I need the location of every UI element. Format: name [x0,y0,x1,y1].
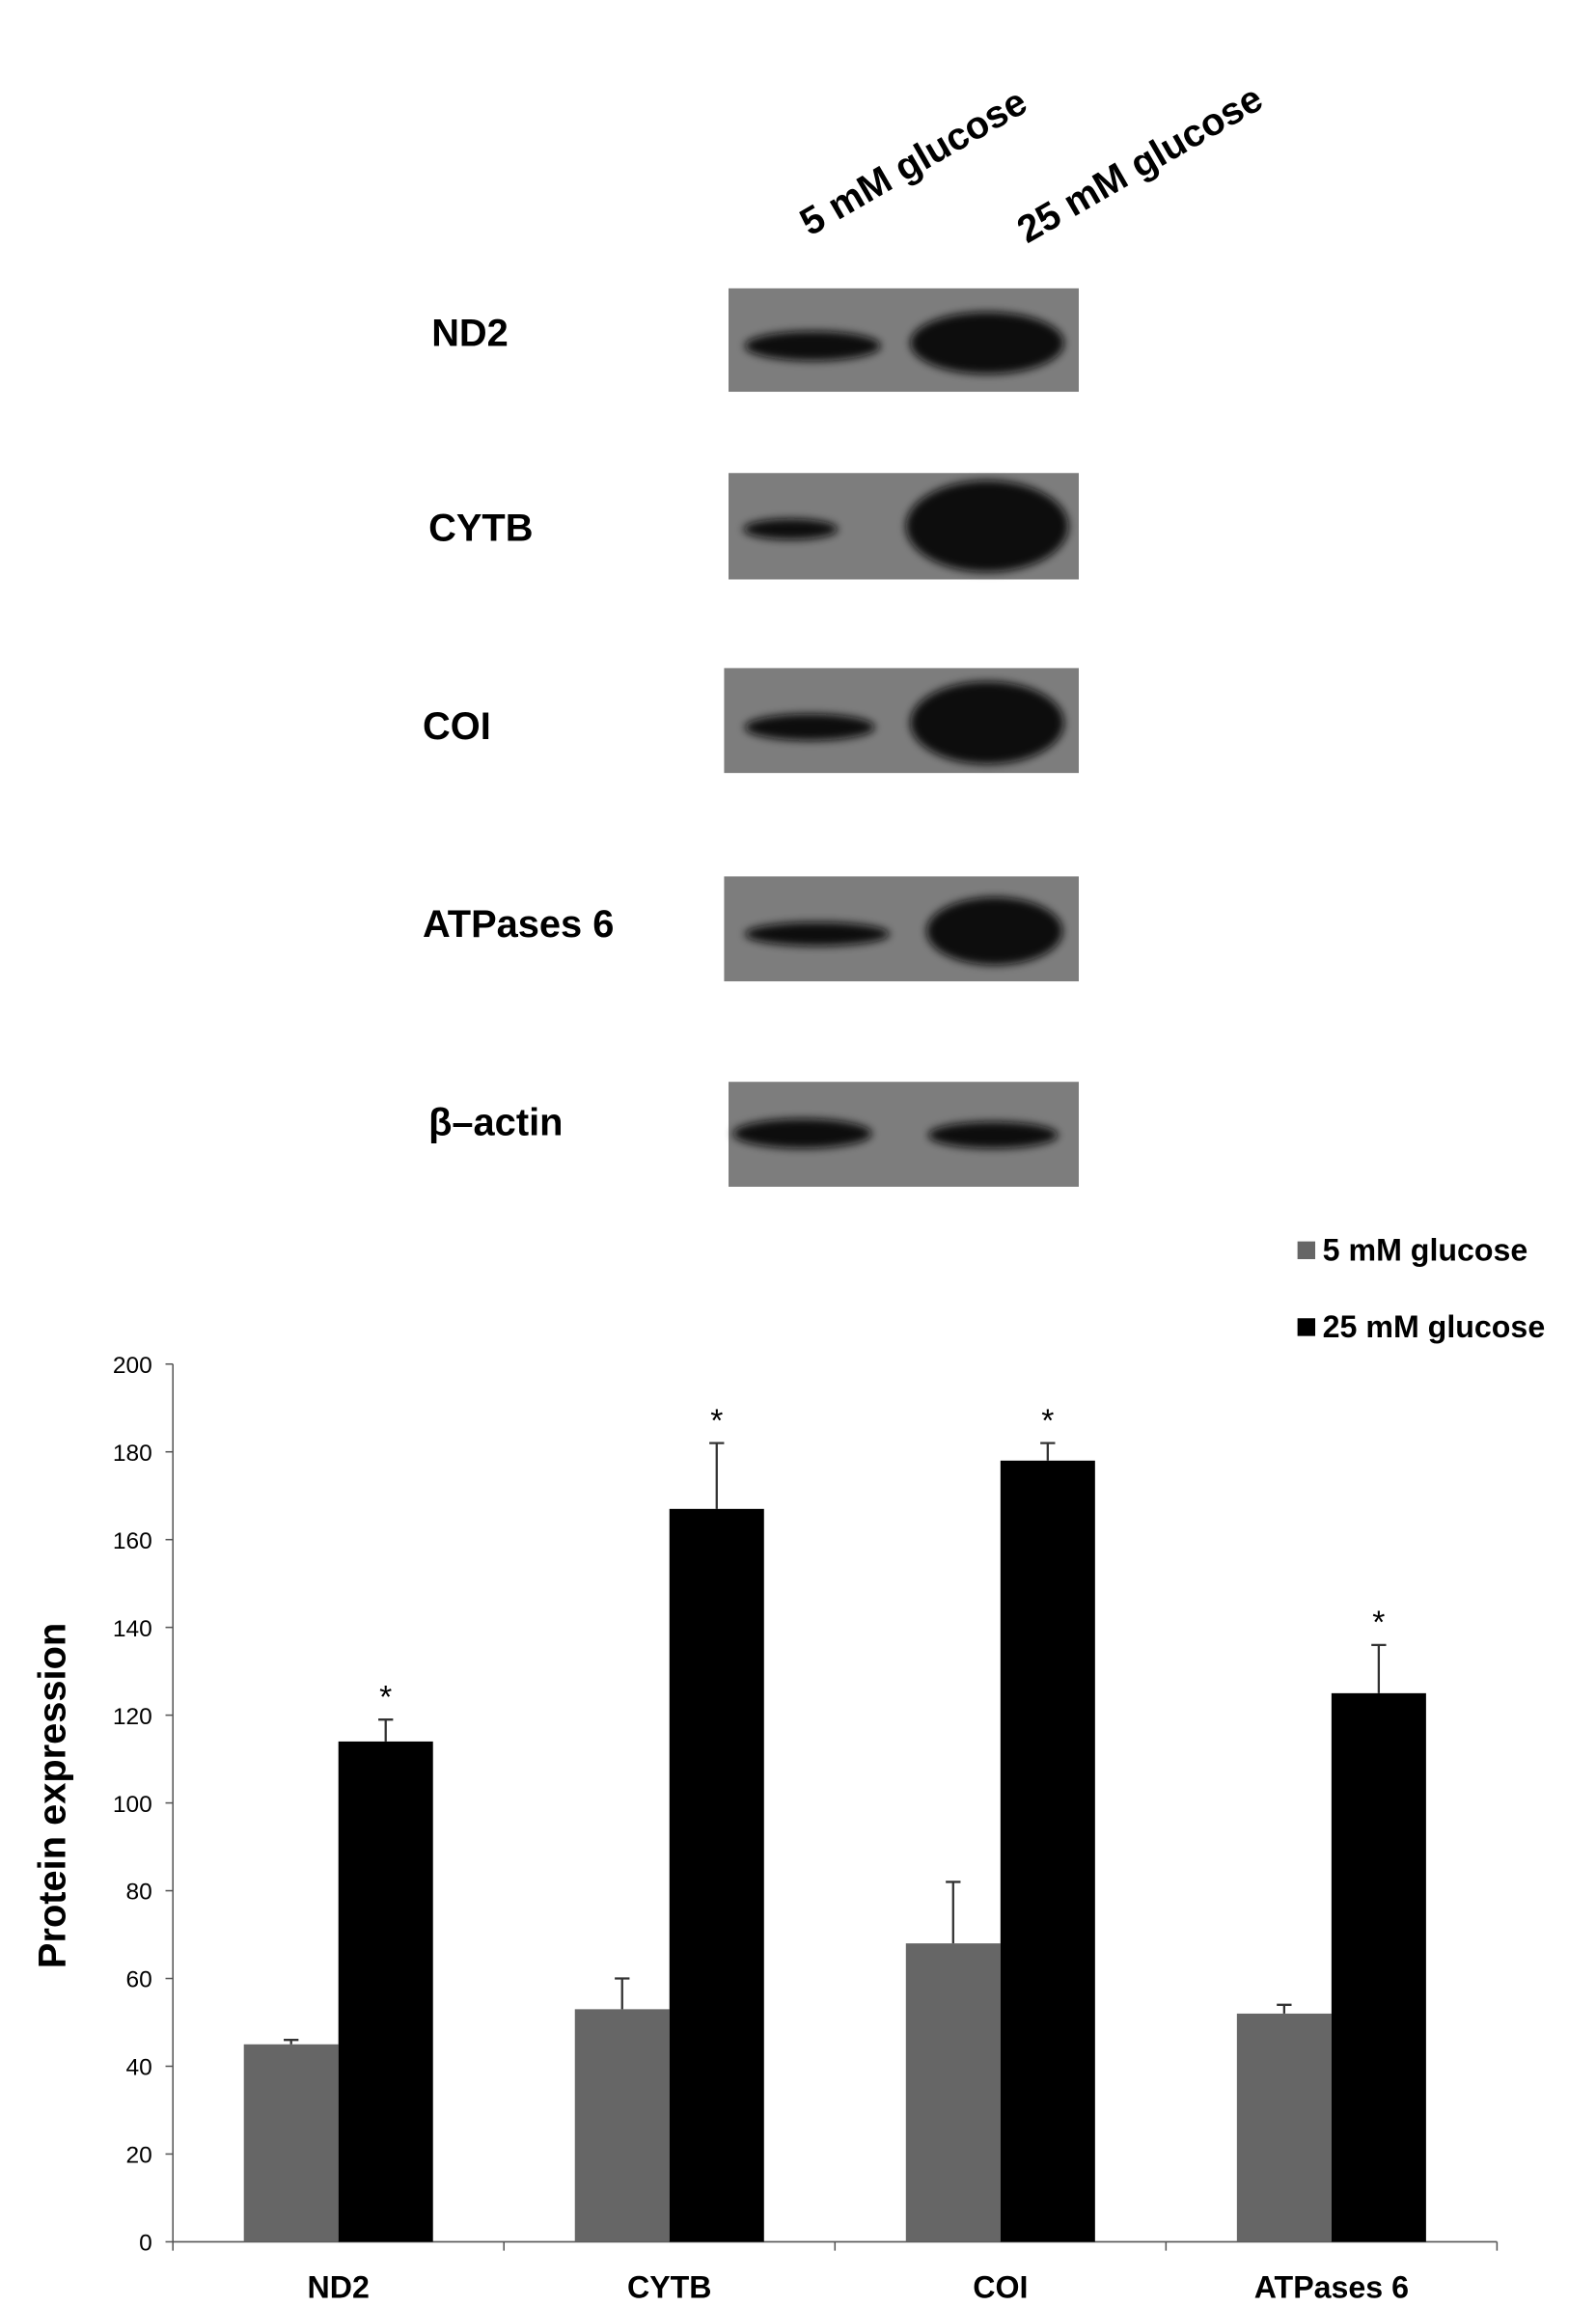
y-tick-label: 20 [125,2143,151,2169]
annotation: * [1041,1403,1054,1439]
y-tick-label: 100 [113,1792,152,1818]
lane-label: 25 mM glucose [1010,77,1270,252]
row-label: ATPases 6 [423,903,614,946]
y-tick-label: 200 [113,1353,152,1379]
legend-swatch [1297,1241,1316,1260]
x-tick-label: ND2 [308,2270,370,2305]
row-label: CYTB [428,508,533,550]
y-tick-label: 180 [113,1441,152,1467]
lane-label: 5 mM glucose [793,80,1034,244]
blot-strip [729,1082,1079,1187]
bar [243,2044,339,2242]
error-bar [1371,1643,1387,1693]
error-bar [615,1977,630,2010]
annotation: * [1372,1606,1385,1641]
error-bar [284,2039,299,2045]
row-label: β–actin [428,1101,563,1143]
error-bar [946,1881,961,1944]
blot-strip [724,876,1079,982]
bar [1331,1692,1426,2242]
y-tick-label: 80 [125,1880,151,1906]
bar [905,1943,1001,2242]
error-bar [709,1442,725,1509]
legend-label: 25 mM glucose [1323,1309,1546,1344]
row-label: ND2 [431,313,509,355]
y-tick-label: 40 [125,2055,151,2081]
x-tick-label: ATPases 6 [1254,2270,1409,2305]
y-tick-label: 160 [113,1528,152,1554]
annotation: * [710,1403,723,1439]
annotation: * [379,1680,392,1716]
bar [1236,2013,1332,2242]
bar [338,1741,433,2242]
error-bar [1277,2003,1292,2014]
blot-strip [724,668,1079,774]
bar [574,2009,670,2242]
error-bar [378,1718,394,1742]
y-tick-label: 140 [113,1616,152,1642]
error-bar [1040,1442,1056,1461]
legend-swatch [1297,1318,1316,1336]
x-tick-label: COI [973,2270,1028,2305]
legend-label: 5 mM glucose [1323,1233,1528,1268]
bar [669,1508,764,2242]
y-tick-label: 0 [139,2231,152,2257]
x-tick-label: CYTB [627,2270,712,2305]
blot-strip [729,473,1079,580]
blot-strip [729,288,1079,393]
y-tick-label: 60 [125,1967,151,1993]
y-tick-label: 120 [113,1704,152,1730]
row-label: COI [423,705,491,748]
y-axis-title: Protein expression [31,1623,73,1968]
bar [1000,1460,1095,2242]
